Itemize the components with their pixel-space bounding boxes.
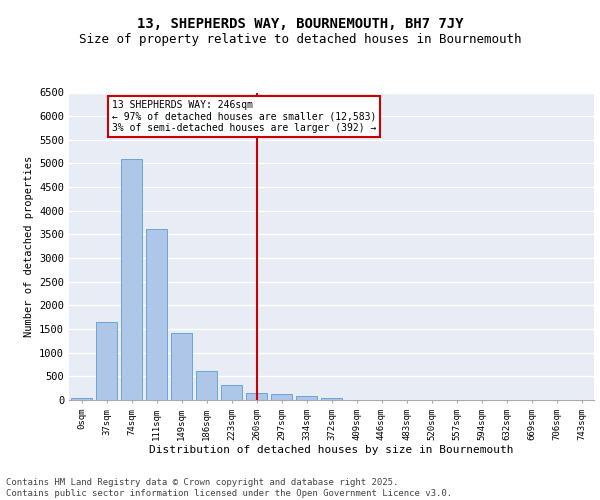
Bar	[246, 392, 267, 400]
Bar	[296, 396, 317, 400]
Bar	[146, 228, 167, 400]
Bar	[271, 394, 292, 400]
Bar	[121, 158, 142, 400]
Bar	[171, 333, 192, 400]
Bar	[221, 386, 242, 400]
Bar	[321, 398, 342, 400]
Text: 13, SHEPHERDS WAY, BOURNEMOUTH, BH7 7JY: 13, SHEPHERDS WAY, BOURNEMOUTH, BH7 7JY	[137, 18, 463, 32]
Text: Size of property relative to detached houses in Bournemouth: Size of property relative to detached ho…	[79, 32, 521, 46]
Bar	[96, 322, 117, 400]
X-axis label: Distribution of detached houses by size in Bournemouth: Distribution of detached houses by size …	[149, 446, 514, 456]
Y-axis label: Number of detached properties: Number of detached properties	[23, 156, 34, 337]
Text: Contains HM Land Registry data © Crown copyright and database right 2025.
Contai: Contains HM Land Registry data © Crown c…	[6, 478, 452, 498]
Text: 13 SHEPHERDS WAY: 246sqm
← 97% of detached houses are smaller (12,583)
3% of sem: 13 SHEPHERDS WAY: 246sqm ← 97% of detach…	[112, 100, 376, 133]
Bar	[71, 398, 92, 400]
Bar	[196, 371, 217, 400]
